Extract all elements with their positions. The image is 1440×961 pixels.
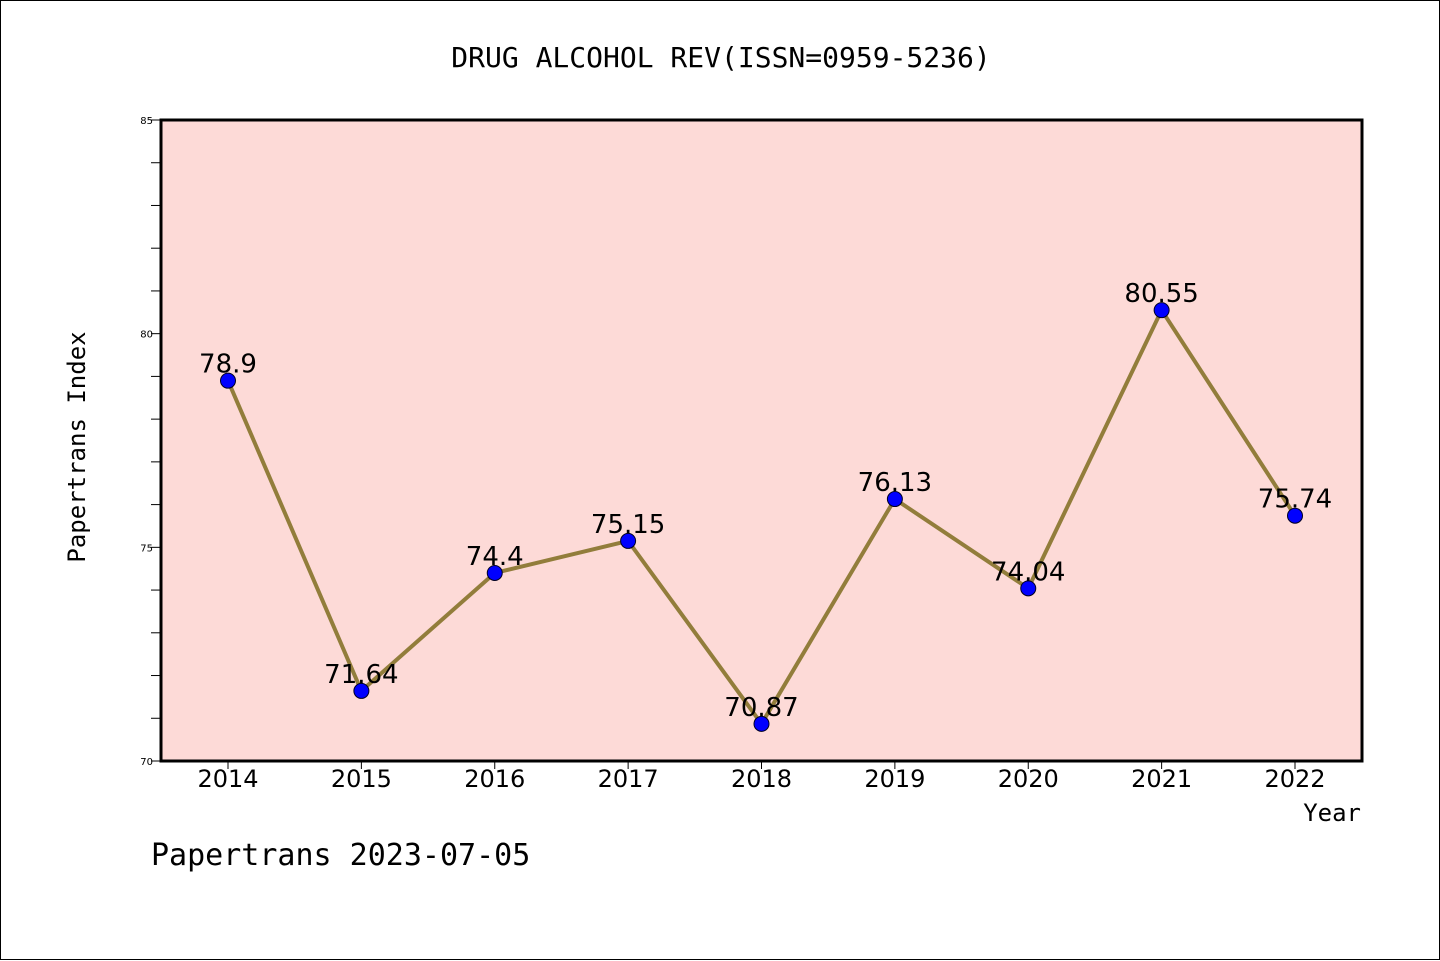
x-tick-label: 2016 <box>464 765 525 793</box>
y-tick-label: 70 <box>140 757 153 768</box>
data-labels: 78.9 71.64 74.4 75.15 70.87 76.13 74.04 80.55 75… <box>199 279 1332 723</box>
chart-title: DRUG ALCOHOL REV(ISSN=0959-5236) <box>451 41 990 74</box>
data-point <box>1020 580 1037 597</box>
footer-date: Papertrans 2023-07-05 <box>151 838 530 873</box>
data-label: 80.55 <box>1124 279 1198 309</box>
data-point <box>1287 507 1303 524</box>
y-tick-label: 80 <box>140 330 153 341</box>
plot-border <box>159 118 1364 763</box>
x-tick-label: 2020 <box>998 765 1059 793</box>
series-group <box>220 302 1303 732</box>
data-label: 76.13 <box>858 468 932 498</box>
data-label: 78.9 <box>199 350 257 380</box>
x-tick-label: 2018 <box>731 765 792 793</box>
data-label: 71.64 <box>324 660 398 690</box>
data-label: 75.74 <box>1258 485 1332 515</box>
y-axis-label: Papertrans Index <box>63 331 91 562</box>
x-axis-ticks: 2014 2015 2016 2017 2018 2019 2020 2021 2022 <box>197 761 1326 793</box>
data-point <box>753 715 770 732</box>
data-label: 74.04 <box>991 557 1065 587</box>
data-label: 74.4 <box>466 542 524 572</box>
x-tick-label: 2022 <box>1264 765 1325 793</box>
x-tick-label: 2017 <box>598 765 659 793</box>
data-point <box>486 564 503 581</box>
y-tick-label: 85 <box>140 116 153 127</box>
data-label: 75.15 <box>591 510 665 540</box>
y-axis-ticks: 70 75 80 85 <box>140 116 161 768</box>
data-point <box>1153 302 1170 319</box>
x-tick-label: 2021 <box>1131 765 1192 793</box>
x-axis-label: Year <box>1303 799 1361 827</box>
data-label: 70.87 <box>724 693 798 723</box>
data-point <box>886 491 903 508</box>
data-point <box>620 532 637 549</box>
x-tick-label: 2019 <box>864 765 925 793</box>
x-tick-label: 2015 <box>331 765 392 793</box>
data-point <box>353 682 370 699</box>
y-tick-label: 75 <box>140 543 153 554</box>
data-point <box>220 372 236 389</box>
plot-area <box>161 120 1362 761</box>
x-tick-label: 2014 <box>197 765 258 793</box>
